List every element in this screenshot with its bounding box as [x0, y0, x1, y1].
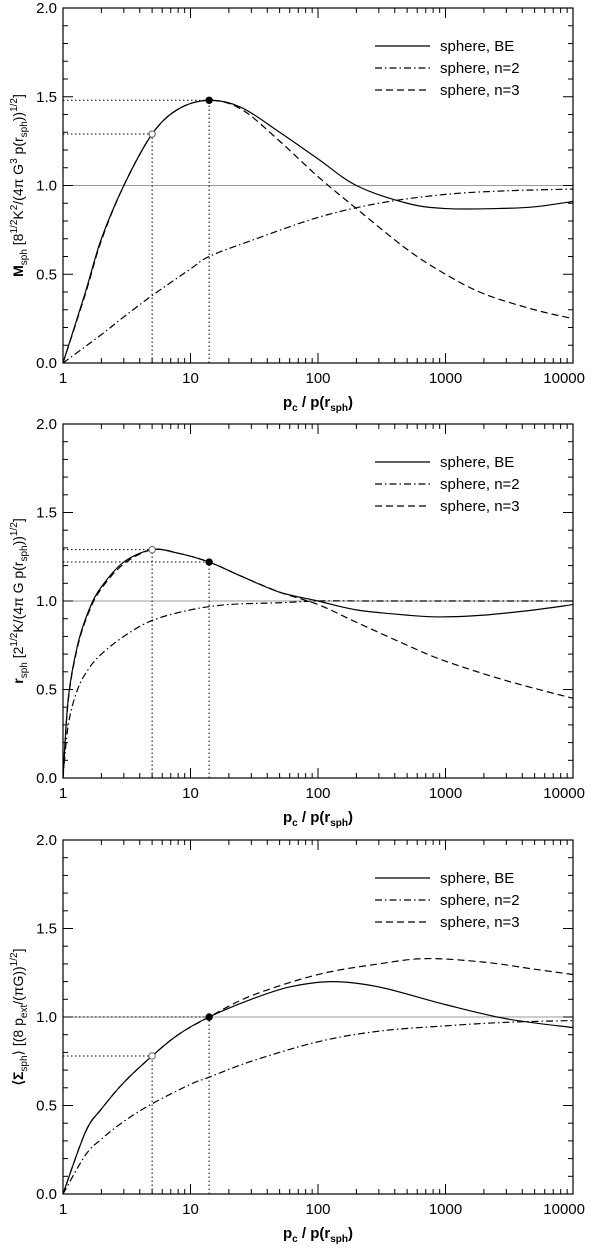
y-axis-label: ⟨Σsph⟩ [(8 pext/(πG))1/2] — [9, 949, 30, 1086]
y-tick-label: 1.0 — [36, 593, 57, 610]
legend-label: sphere, n=2 — [440, 60, 520, 77]
series-line-dashdot — [63, 600, 573, 778]
y-axis-label: rsph [21/2K/(4π G p(rsph))1/2] — [9, 518, 30, 683]
x-tick-label: 10 — [182, 1201, 199, 1218]
y-tick-label: 0.5 — [36, 682, 57, 699]
filled-marker — [205, 558, 213, 566]
x-axis-label: pc / p(rsph) — [283, 809, 353, 829]
series-line-dashed — [63, 99, 573, 363]
x-tick-label: 10000 — [543, 1201, 585, 1218]
x-tick-label: 100 — [305, 1201, 330, 1218]
x-tick-label: 100 — [305, 785, 330, 802]
x-tick-label: 10000 — [543, 370, 585, 387]
open-marker — [148, 545, 156, 554]
x-tick-label: 10 — [182, 785, 199, 802]
legend-label: sphere, n=3 — [440, 82, 520, 99]
legend-label: sphere, BE — [440, 454, 514, 471]
filled-marker — [205, 1013, 213, 1021]
series-line-solid — [63, 99, 573, 363]
legend-label: sphere, n=3 — [440, 498, 520, 515]
x-axis-label: pc / p(rsph) — [283, 394, 353, 414]
x-tick-label: 1000 — [429, 785, 462, 802]
x-axis-label: pc / p(rsph) — [283, 1225, 353, 1245]
y-tick-label: 1.5 — [36, 89, 57, 106]
legend-label: sphere, n=2 — [440, 476, 520, 493]
open-marker — [148, 130, 156, 138]
y-tick-label: 0.0 — [36, 355, 57, 372]
y-tick-label: 1.5 — [36, 921, 57, 938]
y-tick-label: 0.0 — [36, 1186, 57, 1203]
y-tick-label: 0.5 — [36, 1098, 57, 1115]
x-tick-label: 1 — [59, 370, 67, 387]
chart-1: 1 10 100 1000 10000 0.0 0.5 1.0 1.5 2.0 sphere, BE… — [9, 0, 585, 414]
y-tick-label: 2.0 — [36, 0, 57, 17]
series-line-solid — [63, 548, 573, 778]
series-line-dashed — [63, 548, 573, 778]
chart-3: 1 10 100 1000 10000 0.0 0.5 1.0 1.5 2.0 sphere, BE… — [9, 832, 585, 1245]
x-tick-label: 1 — [59, 1201, 67, 1218]
legend-label: sphere, BE — [440, 870, 514, 887]
y-axis-label: Msph [81/2K2/(4π G3 p(rsph))1/2] — [9, 94, 30, 277]
legend-label: sphere, n=3 — [440, 914, 520, 931]
x-tick-label: 1000 — [429, 1201, 462, 1218]
series-line-dashdot — [63, 1019, 573, 1194]
x-tick-label: 1000 — [429, 370, 462, 387]
x-tick-label: 10000 — [543, 785, 585, 802]
y-tick-label: 1.0 — [36, 178, 57, 195]
series-line-solid — [63, 980, 573, 1194]
legend-label: sphere, n=2 — [440, 892, 520, 909]
x-tick-label: 100 — [305, 370, 330, 387]
y-tick-label: 1.0 — [36, 1009, 57, 1026]
y-tick-label: 0.5 — [36, 266, 57, 283]
x-tick-label: 10 — [182, 370, 199, 387]
y-tick-label: 2.0 — [36, 416, 57, 433]
y-tick-label: 0.0 — [36, 770, 57, 787]
y-tick-label: 1.5 — [36, 505, 57, 522]
x-tick-label: 1 — [59, 785, 67, 802]
series-line-dashdot — [63, 188, 573, 363]
y-tick-label: 2.0 — [36, 832, 57, 849]
series-line-dashed — [63, 957, 573, 1194]
filled-marker — [205, 96, 213, 105]
open-marker — [148, 1052, 156, 1060]
legend-label: sphere, BE — [440, 38, 514, 55]
chart-2: 1 10 100 1000 10000 0.0 0.5 1.0 1.5 2.0 sphere, BE… — [9, 416, 585, 829]
